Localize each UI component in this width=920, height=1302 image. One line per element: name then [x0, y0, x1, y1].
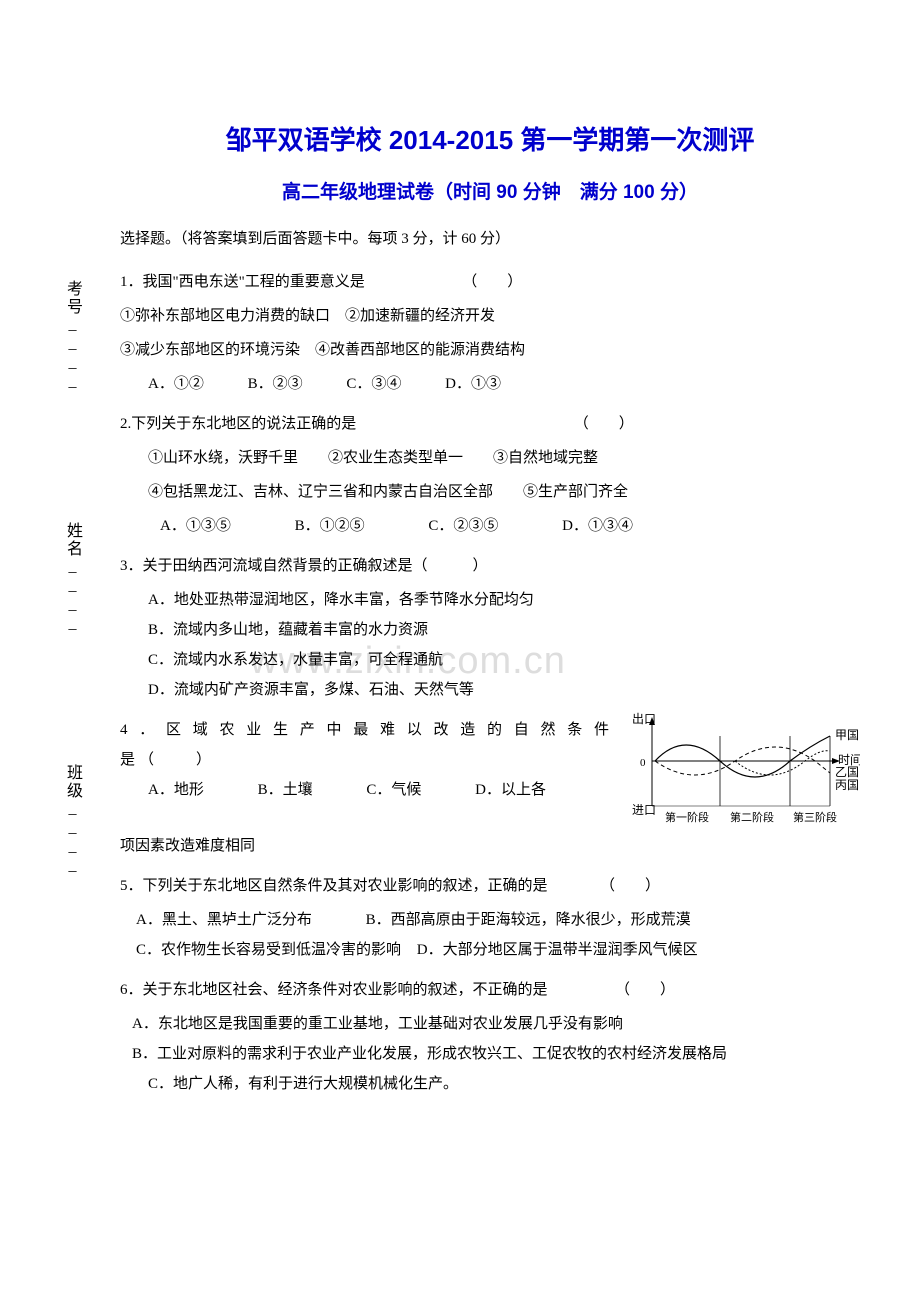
chart-jia-label: 甲国: [835, 728, 859, 742]
page-subtitle: 高二年级地理试卷（时间 90 分钟 满分 100 分）: [120, 177, 860, 204]
exam-number-label: 考号____: [60, 280, 84, 392]
class-text: 班级: [64, 764, 81, 800]
q2-line2: ④包括黑龙江、吉林、辽宁三省和内蒙古自治区全部 ⑤生产部门齐全: [120, 477, 860, 507]
q4-optA: A．地形: [148, 782, 204, 798]
q6-optC: C．地广人稀，有利于进行大规模机械化生产。: [120, 1069, 860, 1099]
export-import-chart: 出口 进口 0 时间 甲国 乙国 丙国: [630, 711, 860, 831]
q5-optB: B．西部高原由于距海较远，降水很少，形成荒漠: [366, 912, 691, 928]
q2-stem: 2.下列关于东北地区的说法正确的是 （ ）: [120, 409, 860, 439]
exam-number-text: 考号: [64, 280, 81, 316]
question-6: 6．关于东北地区社会、经济条件对农业影响的叙述，不正确的是 （ ） A．东北地区…: [120, 975, 860, 1099]
q5-optC: C．农作物生长容易受到低温冷害的影响: [136, 942, 401, 958]
q2-optA: A．①③⑤: [160, 518, 231, 534]
q3-optC: C．流域内水系发达，水量丰富，可全程通航: [148, 645, 860, 675]
q2-optD: D．①③④: [562, 518, 633, 534]
q1-options: A．①② B．②③ C．③④ D．①③: [120, 369, 860, 399]
q4-optB: B．土壤: [258, 782, 313, 798]
q3-optB: B．流域内多山地，蕴藏着丰富的水力资源: [148, 615, 860, 645]
q1-optB: B．②③: [248, 376, 303, 392]
q1-optA: A．①②: [148, 376, 204, 392]
q6-optB: B．工业对原料的需求利于农业产业化发展，形成农牧兴工、工促农牧的农村经济发展格局: [120, 1039, 860, 1069]
q6-stem: 6．关于东北地区社会、经济条件对农业影响的叙述，不正确的是 （ ）: [120, 975, 860, 1005]
exam-content: 邹平双语学校 2014-2015 第一学期第一次测评 高二年级地理试卷（时间 9…: [120, 120, 860, 1099]
question-2: 2.下列关于东北地区的说法正确的是 （ ） ①山环水绕，沃野千里 ②农业生态类型…: [120, 409, 860, 541]
chart-bing-label: 丙国: [835, 778, 859, 792]
q5-optD: D．大部分地区属于温带半湿润季风气候区: [417, 942, 698, 958]
q4-optD: D．以上各: [475, 782, 546, 798]
chart-import-label: 进口: [632, 803, 656, 817]
q2-optC: C．②③⑤: [428, 518, 498, 534]
chart-yi-label: 乙国: [835, 765, 859, 779]
name-text: 姓名: [64, 522, 81, 558]
q2-line1: ①山环水绕，沃野千里 ②农业生态类型单一 ③自然地域完整: [120, 443, 860, 473]
q4-optC: C．气候: [366, 782, 421, 798]
q1-line1: ①弥补东部地区电力消费的缺口 ②加速新疆的经济开发: [120, 301, 860, 331]
q4-text-block: 4 ． 区 域 农 业 生 产 中 最 难 以 改 造 的 自 然 条 件 是（…: [120, 715, 620, 805]
q2-options: A．①③⑤ B．①②⑤ C．②③⑤ D．①③④: [120, 511, 860, 541]
q2-optB: B．①②⑤: [295, 518, 365, 534]
q1-line2: ③减少东部地区的环境污染 ④改善西部地区的能源消费结构: [120, 335, 860, 365]
q1-optD: D．①③: [445, 376, 501, 392]
question-5: 5．下列关于东北地区自然条件及其对农业影响的叙述，正确的是 （ ） A．黑土、黑…: [120, 871, 860, 965]
q5-stem: 5．下列关于东北地区自然条件及其对农业影响的叙述，正确的是 （ ）: [120, 871, 860, 901]
chart-phase1: 第一阶段: [665, 810, 709, 824]
name-label: 姓名____: [60, 522, 84, 634]
q3-optD: D．流域内矿产资源丰富，多煤、石油、天然气等: [148, 675, 860, 705]
chart-phase3: 第三阶段: [793, 810, 837, 824]
question-4: 4 ． 区 域 农 业 生 产 中 最 难 以 改 造 的 自 然 条 件 是（…: [120, 715, 860, 861]
instruction-text: 选择题。（将答案填到后面答题卡中。每项 3 分，计 60 分）: [120, 226, 860, 253]
q1-optC: C．③④: [346, 376, 401, 392]
q4-cont: 项因素改造难度相同: [120, 831, 860, 861]
page-title: 邹平双语学校 2014-2015 第一学期第一次测评: [120, 120, 860, 157]
chart-phase2: 第二阶段: [730, 810, 774, 824]
q3-stem: 3．关于田纳西河流域自然背景的正确叙述是（ ）: [120, 551, 860, 581]
q1-stem: 1．我国"西电东送"工程的重要意义是 （ ）: [120, 267, 860, 297]
q6-optA: A．东北地区是我国重要的重工业基地，工业基础对农业发展几乎没有影响: [120, 1009, 860, 1039]
q4-stem: 4 ． 区 域 农 业 生 产 中 最 难 以 改 造 的 自 然 条 件 是（…: [120, 715, 620, 775]
question-3: 3．关于田纳西河流域自然背景的正确叙述是（ ） A．地处亚热带湿润地区，降水丰富…: [120, 551, 860, 705]
q5-optA: A．黑土、黑垆土广泛分布: [136, 912, 312, 928]
student-info-sidebar: 考号____ 姓名____ 班级____: [60, 280, 84, 876]
chart-zero: 0: [640, 757, 646, 769]
question-1: 1．我国"西电东送"工程的重要意义是 （ ） ①弥补东部地区电力消费的缺口 ②加…: [120, 267, 860, 399]
class-label: 班级____: [60, 764, 84, 876]
q3-optA: A．地处亚热带湿润地区，降水丰富，各季节降水分配均匀: [148, 585, 860, 615]
